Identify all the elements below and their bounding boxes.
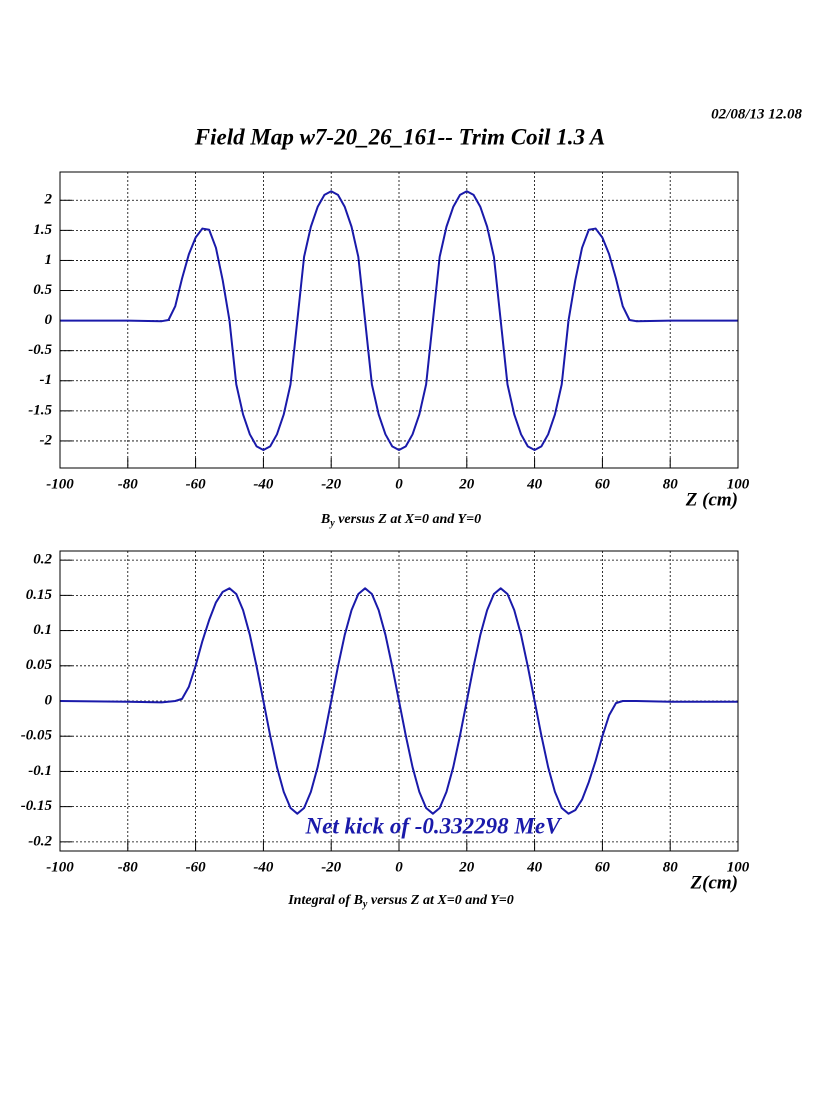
caption-part: y xyxy=(362,899,368,910)
y-tick-label: 0.5 xyxy=(33,282,52,298)
y-tick-label: 0.05 xyxy=(26,657,53,673)
y-tick-label: -2 xyxy=(40,432,53,448)
caption-part: y xyxy=(329,518,335,529)
x-tick-label: -60 xyxy=(186,859,206,875)
x-tick-label: 40 xyxy=(526,859,543,875)
y-tick-label: 1.5 xyxy=(33,222,52,238)
caption: By versus Z at X=0 and Y=0 xyxy=(320,512,481,529)
y-tick-label: 0.1 xyxy=(33,622,52,638)
x-tick-label: 80 xyxy=(663,859,679,875)
plot-border xyxy=(59,550,739,852)
caption-part: versus Z at X=0 and Y=0 xyxy=(335,512,481,527)
caption-part: B xyxy=(320,512,330,527)
caption: Integral of By versus Z at X=0 and Y=0 xyxy=(287,893,514,910)
y-tick-label: 0.15 xyxy=(26,587,53,603)
x-tick-label: 80 xyxy=(663,476,679,492)
x-tick-label: 100 xyxy=(727,859,750,875)
y-tick-label: -1.5 xyxy=(28,402,52,418)
x-axis-label: Z (cm) xyxy=(685,489,738,510)
y-tick-label: 0 xyxy=(45,312,53,328)
data-line xyxy=(59,587,738,815)
x-tick-label: -60 xyxy=(186,476,206,492)
x-tick-label: -80 xyxy=(118,859,138,875)
y-tick-label: 0 xyxy=(45,692,53,708)
annotation: Net kick of -0.332298 MeV xyxy=(305,813,563,838)
y-tick-label: -0.2 xyxy=(28,833,52,849)
y-tick-label: -0.15 xyxy=(21,798,53,814)
data-line xyxy=(60,190,738,451)
x-tick-label: 0 xyxy=(395,476,403,492)
plot-border xyxy=(59,171,739,469)
x-tick-label: -40 xyxy=(253,859,273,875)
x-tick-label: 60 xyxy=(595,476,611,492)
title: Field Map w7-20_26_161-- Trim Coil 1.3 A xyxy=(194,124,605,149)
x-tick-label: 20 xyxy=(458,476,475,492)
x-tick-label: 40 xyxy=(526,476,543,492)
date: 02/08/13 12.08 xyxy=(711,106,802,122)
x-tick-label: 0 xyxy=(395,859,403,875)
y-tick-label: -1 xyxy=(40,372,53,388)
x-tick-label: -20 xyxy=(321,476,341,492)
y-tick-label: 2 xyxy=(44,192,53,208)
x-tick-label: -40 xyxy=(253,476,273,492)
y-tick-label: 1 xyxy=(45,252,53,268)
x-tick-label: 100 xyxy=(727,476,750,492)
x-tick-label: 60 xyxy=(595,859,611,875)
x-tick-label: -80 xyxy=(118,476,138,492)
caption-part: versus Z at X=0 and Y=0 xyxy=(367,893,513,908)
x-tick-label: -100 xyxy=(46,859,74,875)
x-tick-label: -20 xyxy=(321,859,341,875)
x-tick-label: -100 xyxy=(46,476,74,492)
y-tick-label: -0.1 xyxy=(28,763,52,779)
caption-part: Integral of B xyxy=(287,893,363,908)
x-tick-label: 20 xyxy=(458,859,475,875)
y-tick-label: -0.05 xyxy=(21,728,53,744)
x-axis-label: Z(cm) xyxy=(690,872,738,893)
y-tick-label: 0.2 xyxy=(33,552,52,568)
y-tick-label: -0.5 xyxy=(28,342,52,358)
